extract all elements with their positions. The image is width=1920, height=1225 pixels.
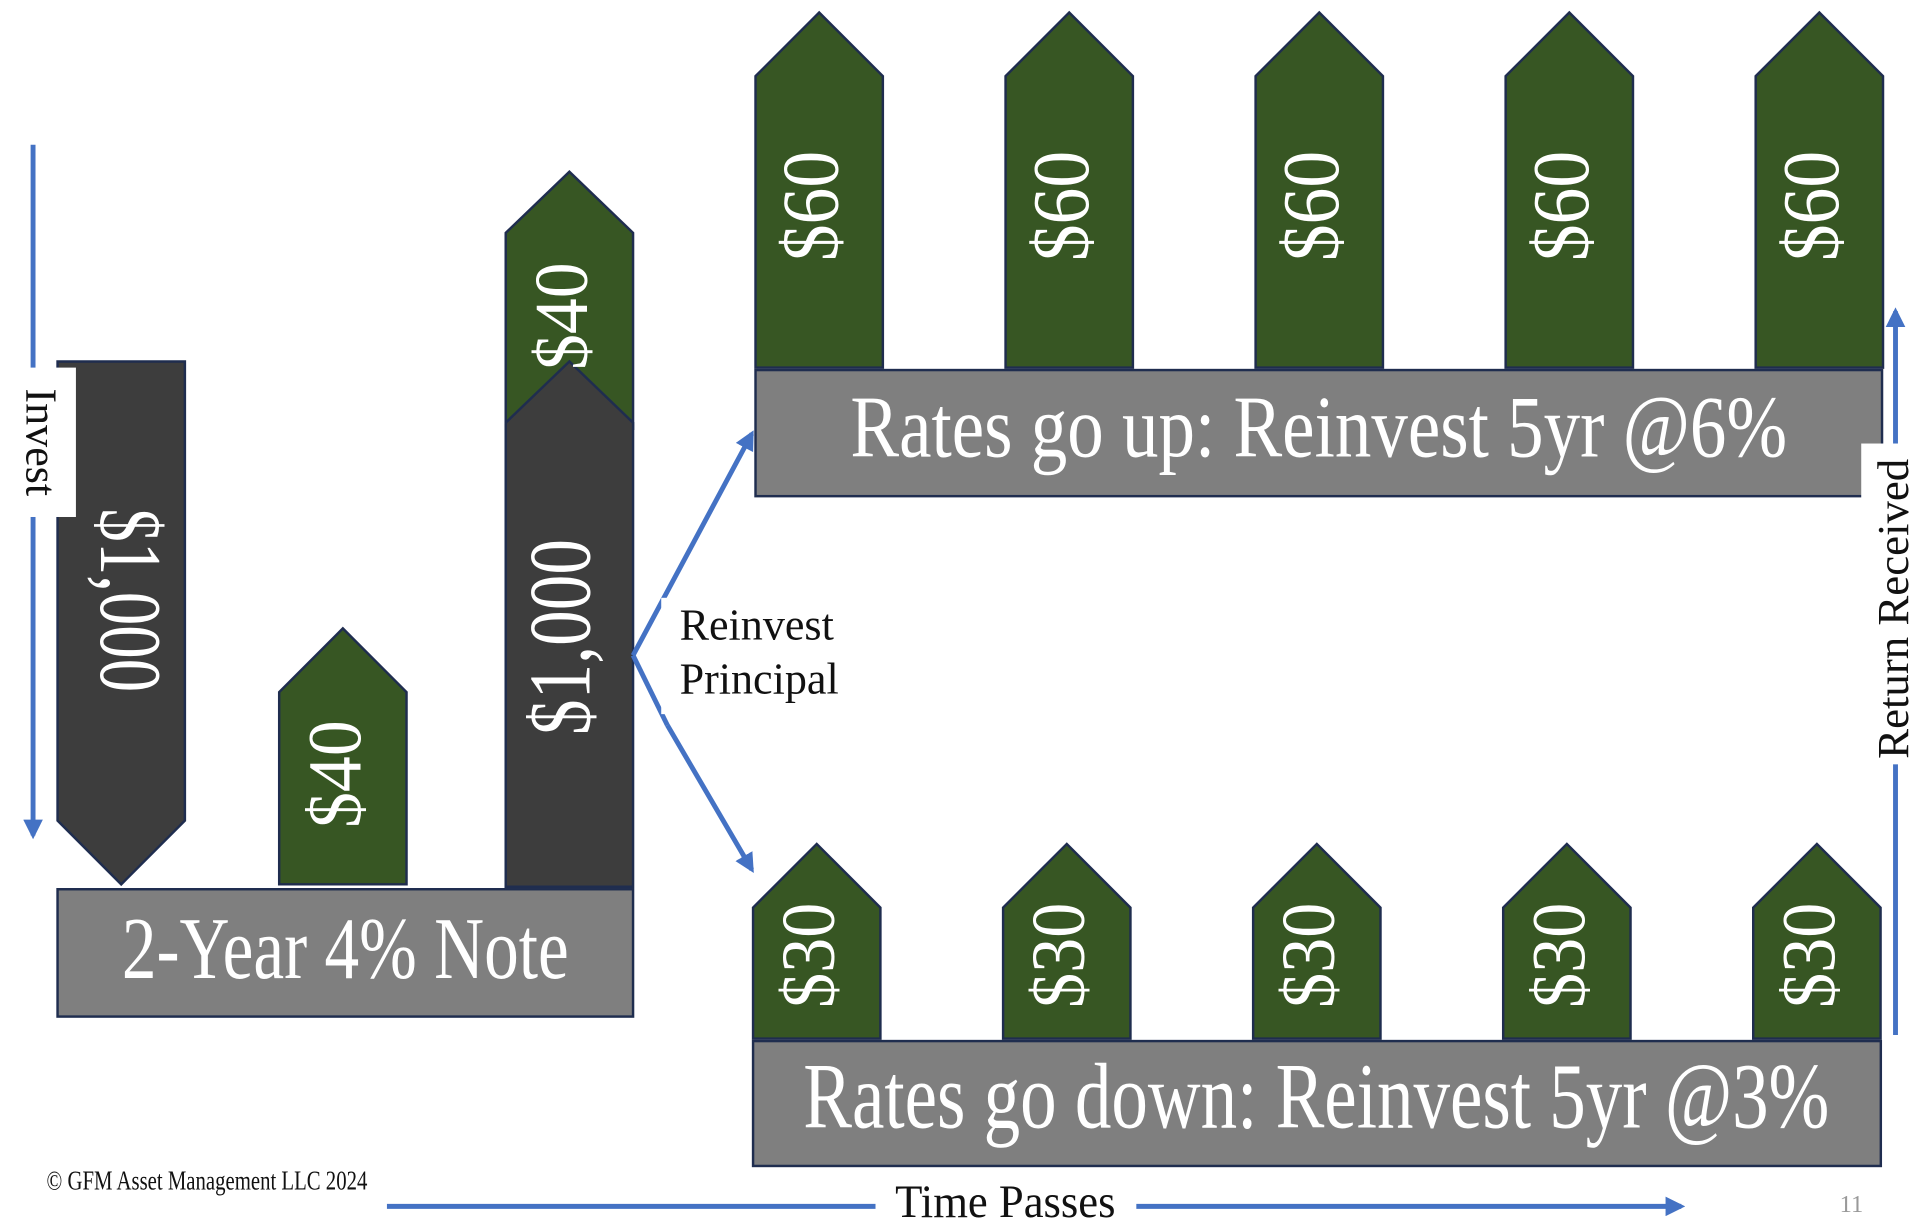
scenario-bar bbox=[751, 1039, 1883, 1168]
label-bg bbox=[661, 597, 845, 715]
scenario-bar bbox=[754, 368, 1884, 498]
return-label: Return Received bbox=[1869, 459, 1918, 759]
payment-label: $60 bbox=[1767, 151, 1856, 261]
copyright: © GFM Asset Management LLC 2024 bbox=[47, 1165, 368, 1195]
payment-label: $30 bbox=[1267, 903, 1351, 1008]
payment-arrow bbox=[1251, 842, 1382, 1040]
principal-label: $1,000 bbox=[81, 508, 179, 692]
payment-label: $30 bbox=[767, 903, 851, 1008]
payment-label: $30 bbox=[1017, 903, 1101, 1008]
payment-arrow bbox=[1752, 842, 1882, 1040]
returned-label: $1,000 bbox=[512, 539, 610, 735]
reinvest-label: Reinvest bbox=[680, 601, 834, 650]
reinvest-arrow bbox=[665, 723, 754, 874]
principal-arrow bbox=[56, 360, 187, 887]
payment-label: $60 bbox=[767, 151, 856, 261]
coupon-label: $40 bbox=[293, 720, 377, 828]
reinvest-arrow bbox=[630, 430, 754, 657]
coupon-arrow bbox=[504, 169, 635, 431]
label-bg bbox=[1861, 443, 1920, 765]
payment-arrow bbox=[1504, 10, 1635, 369]
scenario-label: Rates go down: Reinvest 5yr @3% bbox=[803, 1045, 1829, 1148]
note-label: 2-Year 4% Note bbox=[122, 900, 569, 998]
payment-label: $60 bbox=[1517, 151, 1606, 261]
note-bar bbox=[56, 888, 635, 1018]
payment-arrow bbox=[751, 842, 882, 1040]
payment-label: $30 bbox=[1767, 903, 1851, 1008]
payment-label: $60 bbox=[1017, 151, 1106, 261]
scenarios: $60 $60 $60 $60 $60 $30 $30 $30 $30 $30 bbox=[751, 10, 1885, 1040]
reinvest-label: Principal bbox=[680, 655, 839, 704]
payment-arrow bbox=[1501, 842, 1632, 1040]
payment-label: $60 bbox=[1267, 151, 1356, 261]
payment-arrow bbox=[1254, 10, 1385, 369]
invest-label: Invest bbox=[17, 388, 66, 496]
payment-label: $30 bbox=[1517, 903, 1601, 1008]
payment-arrow bbox=[754, 10, 885, 369]
coupon-label: $40 bbox=[520, 262, 604, 370]
scenario-label: Rates go up: Reinvest 5yr @6% bbox=[850, 378, 1787, 476]
page-number: 11 bbox=[1840, 1191, 1864, 1218]
label-bg bbox=[9, 367, 76, 517]
payment-arrow bbox=[1001, 842, 1132, 1040]
coupon-arrow bbox=[277, 626, 408, 886]
payment-arrow bbox=[1004, 10, 1135, 369]
payment-arrow bbox=[1754, 10, 1885, 369]
time-label: Time Passes bbox=[895, 1177, 1115, 1225]
